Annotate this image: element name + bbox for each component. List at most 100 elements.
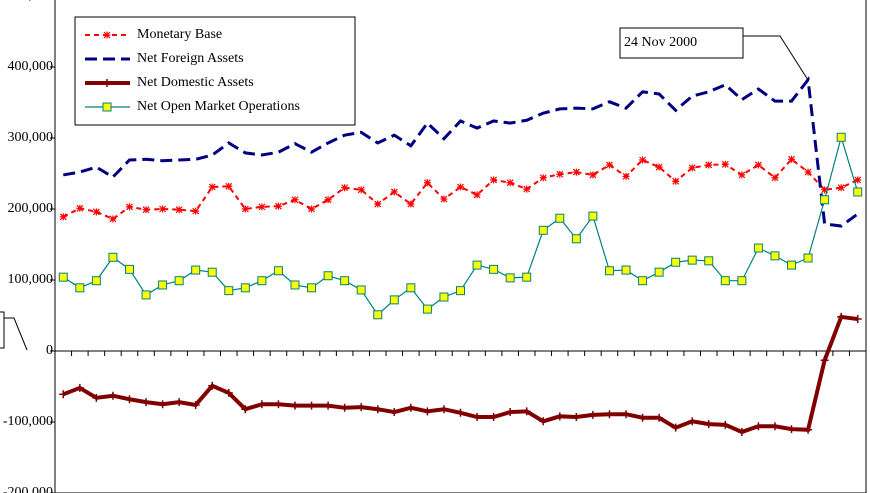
- marker: [192, 207, 200, 215]
- marker: [588, 211, 598, 221]
- marker: [357, 403, 366, 412]
- marker: [737, 276, 747, 286]
- annotation-box: [619, 27, 744, 59]
- marker: [390, 408, 399, 417]
- marker: [423, 179, 431, 187]
- marker: [621, 265, 631, 275]
- marker: [671, 257, 681, 267]
- marker: [422, 304, 432, 314]
- marker: [788, 155, 796, 163]
- marker: [490, 176, 498, 184]
- marker: [307, 283, 317, 293]
- marker: [75, 383, 84, 392]
- marker: [58, 272, 68, 282]
- marker: [240, 283, 250, 293]
- marker: [555, 412, 564, 421]
- marker: [175, 398, 184, 407]
- marker: [687, 255, 697, 265]
- marker: [158, 280, 168, 290]
- marker: [456, 286, 465, 296]
- marker: [737, 427, 746, 436]
- marker: [770, 251, 780, 261]
- marker: [638, 276, 648, 286]
- marker: [208, 381, 217, 390]
- legend-label: Net Open Market Operations: [137, 99, 300, 114]
- marker: [505, 273, 515, 283]
- marker: [770, 422, 779, 431]
- marker: [754, 161, 762, 169]
- marker: [340, 276, 350, 286]
- marker: [207, 267, 217, 277]
- marker: [803, 253, 813, 263]
- marker: [440, 195, 448, 203]
- marker: [308, 205, 316, 213]
- marker: [124, 264, 134, 274]
- marker: [225, 182, 233, 190]
- marker: [59, 213, 67, 221]
- marker: [224, 286, 234, 296]
- marker: [655, 413, 664, 422]
- marker: [754, 422, 763, 431]
- marker: [291, 196, 299, 204]
- marker: [522, 272, 532, 282]
- marker: [622, 410, 631, 419]
- marker: [571, 234, 581, 244]
- marker: [159, 205, 167, 213]
- y-tick-label: 0: [46, 343, 53, 358]
- legend-label: Net Domestic Assets: [137, 75, 254, 90]
- marker: [439, 292, 449, 302]
- marker: [622, 172, 630, 180]
- marker: [821, 186, 829, 194]
- marker: [804, 168, 812, 176]
- marker: [290, 401, 299, 410]
- marker: [389, 295, 399, 305]
- marker: [473, 191, 481, 199]
- series-line: [63, 75, 859, 228]
- marker: [208, 183, 216, 191]
- y-tick-label: 400,000: [8, 59, 54, 74]
- marker: [605, 161, 613, 169]
- marker: [671, 423, 680, 432]
- marker: [109, 215, 117, 223]
- marker: [605, 410, 614, 419]
- marker: [76, 204, 84, 212]
- marker: [274, 400, 283, 409]
- marker: [142, 398, 151, 407]
- marker: [704, 256, 714, 266]
- marker: [473, 413, 482, 422]
- marker: [457, 183, 464, 191]
- marker: [539, 417, 548, 426]
- marker: [241, 205, 249, 213]
- marker: [721, 160, 729, 168]
- y-tick-label: 500,000: [8, 0, 54, 3]
- marker: [854, 176, 862, 184]
- marker: [556, 170, 564, 178]
- marker: [373, 405, 382, 414]
- marker: [588, 410, 597, 419]
- marker: [604, 266, 614, 276]
- marker: [439, 405, 448, 414]
- marker: [506, 179, 514, 187]
- marker: [836, 132, 846, 142]
- marker: [704, 420, 713, 429]
- legend-items: Monetary Base Net Foreign Assets Net Domes…: [85, 27, 300, 114]
- marker: [589, 171, 597, 179]
- marker: [191, 400, 200, 409]
- marker: [390, 188, 398, 196]
- marker: [75, 283, 85, 293]
- y-tick-label: 300,000: [8, 130, 54, 145]
- marker: [539, 174, 547, 182]
- marker: [654, 267, 664, 277]
- marker: [273, 266, 283, 276]
- marker: [655, 163, 663, 171]
- marker: [108, 391, 117, 400]
- marker: [753, 243, 763, 253]
- marker: [307, 401, 316, 410]
- marker: [102, 102, 112, 112]
- marker: [257, 276, 267, 286]
- marker: [191, 265, 201, 275]
- marker: [59, 390, 68, 399]
- annotation-leader: [743, 35, 809, 81]
- y-tick-label: 200,000: [8, 201, 54, 216]
